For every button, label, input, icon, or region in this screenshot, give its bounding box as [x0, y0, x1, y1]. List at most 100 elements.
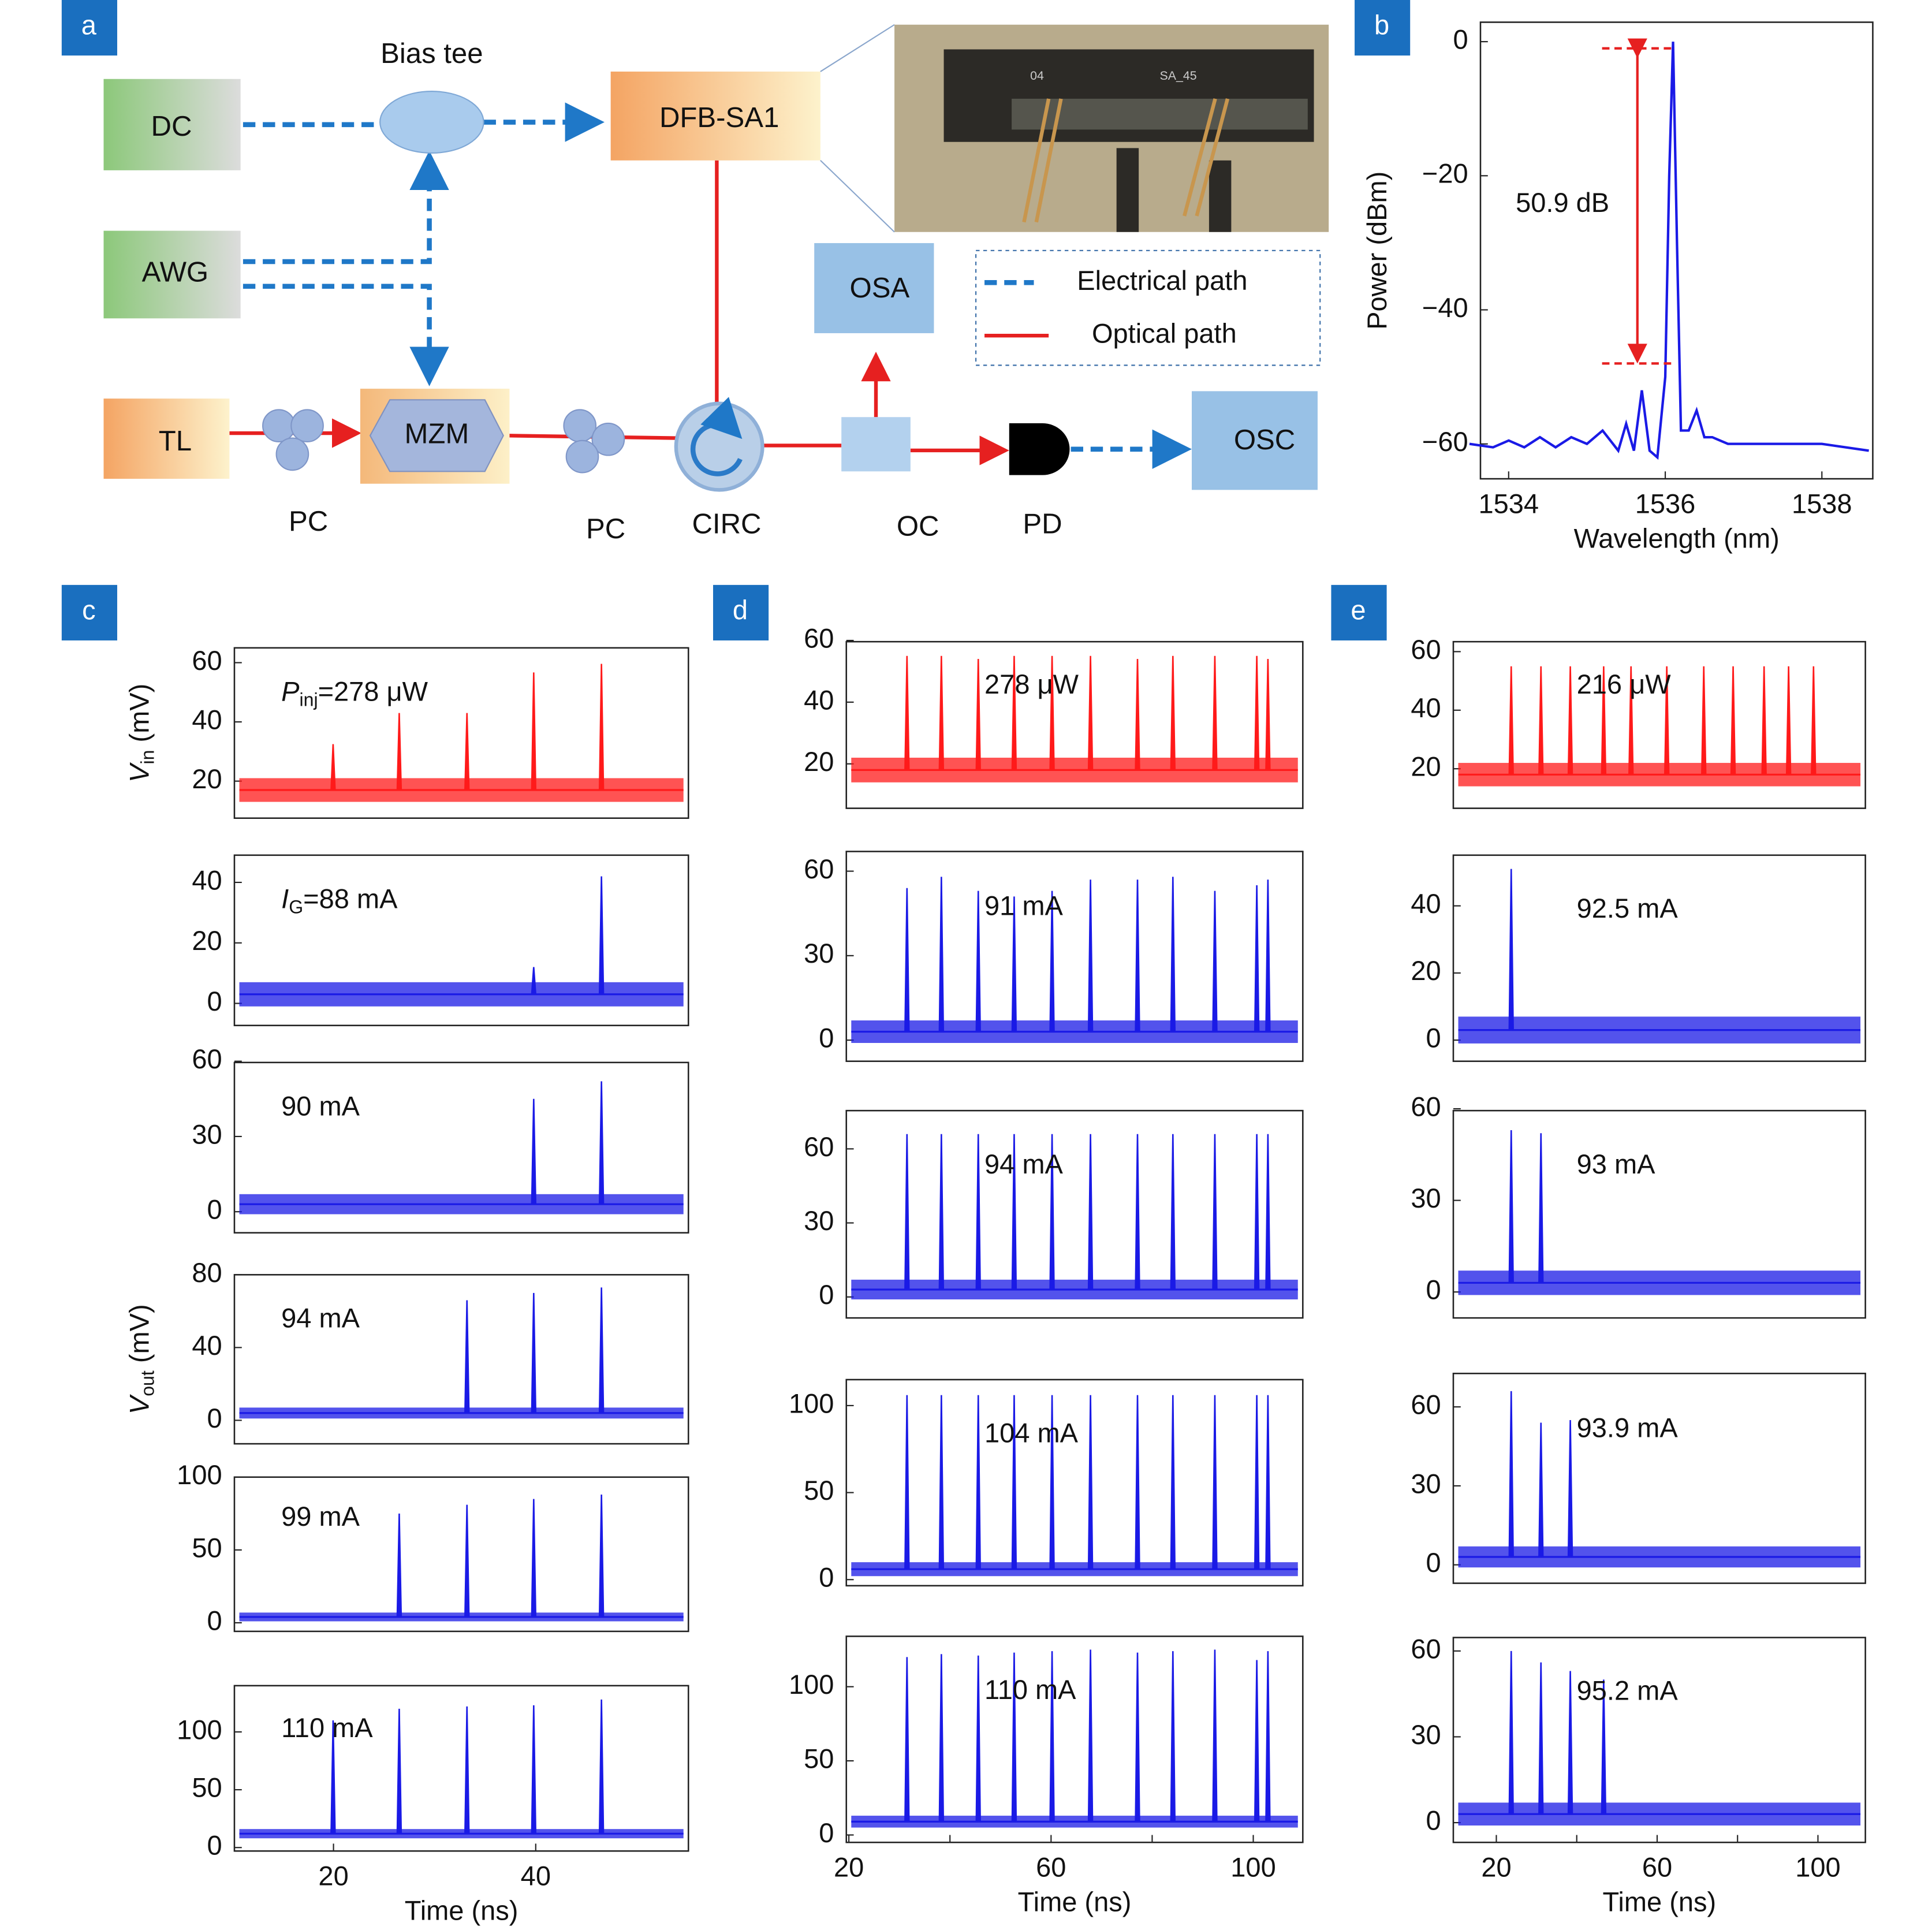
chart: 0 20 40 IG=88 mA: [192, 854, 689, 1026]
pc-icon: [563, 409, 625, 474]
y-axis-label: Vin (mV): [124, 684, 158, 783]
annotation: 216 μW: [1577, 669, 1672, 699]
chart: 0 30 60 93 mA: [1411, 1091, 1866, 1319]
photo-label: SA_45: [1159, 69, 1196, 83]
spike: [1049, 891, 1055, 1032]
spike: [1265, 1134, 1271, 1290]
spike: [1538, 1662, 1544, 1815]
y-tick-label: 60: [804, 854, 834, 884]
spike: [1049, 1134, 1055, 1290]
y-axis-label-text: (mV): [124, 1304, 155, 1370]
spike: [1254, 1660, 1260, 1822]
annotation: 93 mA: [1577, 1149, 1655, 1179]
y-axis-label-subscript: out: [137, 1370, 158, 1396]
y-tick-label: 30: [1411, 1183, 1441, 1213]
spike: [1601, 666, 1607, 775]
y-tick-label: 0: [819, 1279, 834, 1310]
spike: [1212, 1649, 1218, 1822]
y-axis-label-subscript: in: [137, 750, 158, 765]
y-tick-label: 40: [192, 1330, 222, 1361]
node-label: OSC: [1234, 424, 1295, 456]
tl-box: [103, 398, 230, 479]
spike: [1508, 666, 1514, 775]
annotation: 94 mA: [984, 1149, 1063, 1179]
spike: [1087, 1134, 1094, 1290]
spike: [1785, 666, 1792, 775]
spike: [1254, 885, 1260, 1032]
spike: [1567, 1671, 1573, 1815]
circulator-arrow: [690, 397, 743, 476]
y-tick-label: 100: [177, 1714, 222, 1745]
spike: [598, 1287, 605, 1413]
annotation: 91 mA: [984, 891, 1063, 921]
spike: [531, 672, 537, 791]
node-label: TL: [159, 426, 192, 457]
spike: [1265, 880, 1271, 1032]
y-tick-label: 60: [1411, 1389, 1441, 1420]
annotation: 278 μW: [984, 669, 1079, 699]
bias-tee: [379, 91, 484, 154]
spike: [1265, 1395, 1271, 1570]
spike: [1170, 1134, 1176, 1290]
spike: [1508, 1650, 1514, 1815]
annotation-text: =278 μW: [318, 676, 428, 707]
x-axis-label: Time (ns): [405, 1895, 519, 1926]
plot-frame: [845, 1378, 1304, 1587]
spike: [1212, 655, 1218, 770]
y-tick-label: 40: [1411, 888, 1441, 919]
spike: [1011, 655, 1017, 770]
annotation: 95.2 mA: [1577, 1675, 1679, 1706]
y-axis-label-text: (mV): [124, 684, 155, 750]
circulator: [674, 401, 764, 492]
spike: [975, 891, 981, 1032]
panel-label: e: [1351, 594, 1366, 625]
annotation-symbol: P: [281, 676, 300, 707]
x-tick-label: 1534: [1479, 489, 1539, 519]
electrical-link: [243, 284, 449, 386]
spike: [1170, 1651, 1176, 1822]
legend-box: [975, 249, 1321, 366]
y-tick-label: −40: [1422, 292, 1468, 323]
annotation: 50.9 dB: [1516, 187, 1609, 218]
y-tick-label: 0: [1453, 24, 1468, 55]
annotation: 94 mA: [281, 1303, 360, 1333]
node-label: Bias tee: [381, 38, 483, 69]
spike: [1170, 1395, 1176, 1570]
spike: [1265, 659, 1271, 770]
chart: 0 30 60 91 mA: [804, 851, 1304, 1062]
electrical-link: [243, 150, 449, 264]
annotation: 90 mA: [281, 1091, 360, 1122]
annotation-text: 110 mA: [984, 1674, 1076, 1705]
y-tick-label: −20: [1422, 158, 1468, 189]
chart: 0 50 100 104 mA: [789, 1378, 1304, 1593]
dfb-box: [610, 71, 820, 161]
node-label: PD: [1023, 508, 1062, 539]
y-tick-label: 0: [1426, 1805, 1441, 1836]
osa-box: [814, 243, 934, 333]
spike: [975, 1134, 981, 1290]
y-tick-label: 0: [207, 1830, 222, 1861]
osc-box: [1192, 391, 1318, 490]
spike: [1135, 880, 1140, 1032]
annotation-text: 93.9 mA: [1577, 1413, 1679, 1443]
x-tick-label: 100: [1230, 1852, 1275, 1883]
spike: [1508, 1391, 1514, 1557]
spike: [464, 1300, 470, 1413]
chart: 0 40 80 Vout (mV) 94 mA: [124, 1257, 689, 1445]
x-tick-label: 60: [1036, 1852, 1066, 1883]
annotation: Pinj=278 μW: [281, 676, 428, 710]
spike: [975, 659, 981, 770]
y-axis-label: Vout (mV): [124, 1304, 158, 1414]
x-tick-label: 20: [318, 1861, 348, 1891]
spike: [1049, 1651, 1055, 1822]
legend-label: Optical path: [1092, 318, 1237, 349]
annotation-subscript: G: [289, 897, 303, 918]
legend-label: Electrical path: [1077, 265, 1247, 296]
node-label: OSA: [850, 273, 910, 304]
panel-label: b: [1374, 9, 1389, 40]
charts: 0 −20 −40 −60 1534 1536 1538 Wavelength (nm) Pow…: [124, 21, 1874, 1926]
annotation-text: 90 mA: [281, 1091, 360, 1122]
y-tick-label: 0: [1426, 1022, 1441, 1053]
y-tick-label: 0: [819, 1023, 834, 1053]
setup-diagram: DC Bias tee DFB-SA1 AWG OSA TL MZM PC PC…: [103, 24, 1329, 545]
